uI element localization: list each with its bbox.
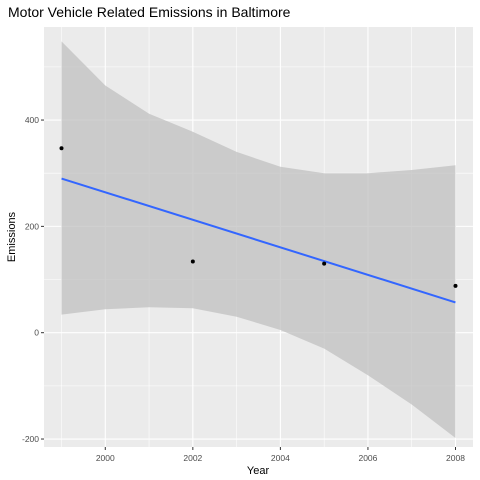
- y-axis-ticks: -200 0 200 400: [22, 115, 44, 444]
- y-tick-label: -200: [22, 434, 39, 444]
- data-point: [453, 283, 458, 288]
- trend-line: [61, 177, 456, 304]
- x-tick-label: 2000: [96, 453, 115, 463]
- x-tick-label: 2002: [183, 453, 202, 463]
- y-tick-label: 400: [25, 115, 39, 125]
- y-axis-title: Emissions: [6, 211, 18, 262]
- chart-title: Motor Vehicle Related Emissions in Balti…: [8, 4, 291, 20]
- x-axis-ticks: 2000 2002 2004 2006 2008: [96, 447, 465, 463]
- x-tick-label: 2004: [271, 453, 290, 463]
- data-point: [190, 259, 195, 264]
- data-point: [59, 146, 64, 151]
- x-tick-label: 2006: [358, 453, 377, 463]
- y-tick-label: 200: [25, 221, 39, 231]
- x-tick-label: 2008: [446, 453, 465, 463]
- data-points: [59, 146, 458, 288]
- x-axis-title: Year: [247, 465, 270, 477]
- y-tick-label: 0: [34, 328, 39, 338]
- data-point: [322, 261, 327, 266]
